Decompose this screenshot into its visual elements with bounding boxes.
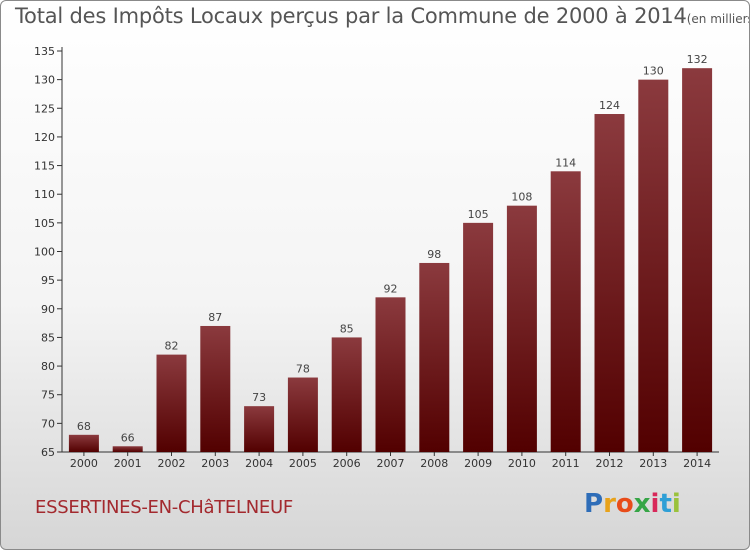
bar-2002 (156, 354, 187, 452)
value-label: 114 (555, 156, 576, 169)
x-tick-label: 2004 (245, 457, 273, 470)
bar-2007 (375, 297, 406, 452)
bar-2014 (682, 68, 713, 452)
x-tick-label: 2009 (464, 457, 492, 470)
y-tick-label: 70 (41, 417, 55, 430)
y-tick-label: 130 (34, 74, 55, 87)
value-label: 98 (427, 248, 441, 261)
x-tick-label: 2000 (70, 457, 98, 470)
bar-2009 (463, 222, 494, 452)
y-tick-label: 95 (41, 274, 55, 287)
value-label: 78 (296, 363, 310, 376)
value-label: 68 (77, 420, 91, 433)
x-tick-label: 2005 (289, 457, 317, 470)
bar-2000 (68, 434, 99, 452)
logo-letter: i (650, 489, 660, 519)
bar-2008 (419, 262, 450, 452)
y-tick-label: 135 (34, 45, 55, 58)
x-tick-label: 2012 (596, 457, 624, 470)
y-tick-label: 100 (34, 246, 55, 259)
logo-letter: r (603, 489, 616, 519)
value-label: 82 (165, 340, 179, 353)
title-row: Total des Impôts Locaux perçus par la Co… (15, 4, 750, 28)
y-tick-label: 110 (34, 188, 55, 201)
bar-2010 (506, 205, 537, 452)
x-tick-label: 2014 (683, 457, 711, 470)
value-label: 92 (384, 282, 398, 295)
y-tick-label: 120 (34, 131, 55, 144)
y-axis: 65 70 75 80 85 90 95 100 105 110 115 120 125 130 135 (34, 45, 63, 459)
y-tick-label: 75 (41, 389, 55, 402)
x-tick-label: 2008 (420, 457, 448, 470)
logo-letter: t (659, 489, 672, 519)
y-tick-label: 90 (41, 303, 55, 316)
x-tick-label: 2001 (114, 457, 142, 470)
x-tick-label: 2003 (201, 457, 229, 470)
y-tick-label: 125 (34, 102, 55, 115)
x-tick-label: 2006 (333, 457, 361, 470)
bar-2011 (550, 171, 581, 453)
bars (68, 68, 713, 453)
bar-2005 (287, 377, 318, 452)
value-label: 87 (208, 311, 222, 324)
x-tick-label: 2007 (377, 457, 405, 470)
x-tick-label: 2010 (508, 457, 536, 470)
value-label: 85 (340, 322, 354, 335)
value-label: 130 (643, 65, 664, 78)
bar-2006 (331, 337, 362, 452)
proxiti-logo: Proxiti (584, 489, 681, 519)
value-label: 73 (252, 391, 266, 404)
logo-letter: P (584, 489, 604, 519)
value-label: 105 (468, 208, 489, 221)
bar-2001 (112, 446, 143, 452)
y-tick-label: 85 (41, 331, 55, 344)
bar-2004 (244, 406, 275, 452)
logo-letter: o (615, 489, 634, 519)
x-tick-label: 2002 (158, 457, 186, 470)
logo-letter: i (671, 489, 681, 519)
value-labels: 68 66 82 87 73 78 85 92 98 105 108 114 124 130 132 (77, 53, 708, 444)
y-tick-label: 115 (34, 160, 55, 173)
y-tick-label: 80 (41, 360, 55, 373)
value-label: 132 (687, 53, 708, 66)
bar-2012 (594, 114, 625, 452)
logo-letter: x (633, 489, 651, 519)
bar-2013 (638, 79, 669, 453)
x-tick-label: 2011 (552, 457, 580, 470)
value-label: 124 (599, 99, 620, 112)
value-label: 108 (511, 191, 532, 204)
value-label: 66 (121, 431, 135, 444)
chart-title: Total des Impôts Locaux perçus par la Co… (15, 4, 687, 28)
unit-label: (en milliers d'€) (686, 12, 750, 26)
commune-name: ESSERTINES-EN-CHâTELNEUF (35, 497, 293, 518)
y-tick-label: 65 (41, 446, 55, 459)
y-tick-label: 105 (34, 217, 55, 230)
bar-2003 (200, 325, 231, 452)
x-axis: 2000 2001 2002 2003 2004 2005 2006 2007 2008 2009… (62, 451, 719, 470)
x-tick-label: 2013 (639, 457, 667, 470)
